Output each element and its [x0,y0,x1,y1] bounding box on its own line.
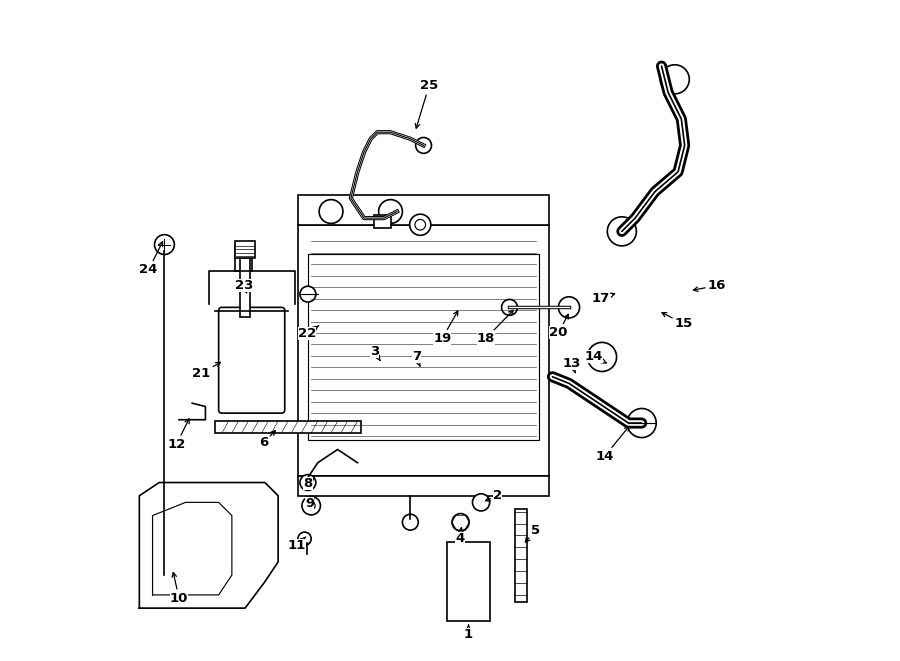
Text: 12: 12 [167,419,189,451]
Bar [446,542,490,621]
Text: 21: 21 [193,362,220,380]
Bar [374,215,391,228]
Text: 18: 18 [477,311,513,345]
Text: 5: 5 [526,524,540,542]
Text: 14: 14 [596,426,629,463]
Bar [235,241,255,258]
Text: 1: 1 [464,625,473,641]
Text: 11: 11 [288,537,306,552]
Bar [308,254,539,440]
Text: 19: 19 [433,311,458,345]
Circle shape [501,299,518,315]
Circle shape [302,496,320,515]
Text: 25: 25 [415,79,438,128]
Text: 6: 6 [259,431,275,449]
Bar [239,258,250,317]
Circle shape [300,475,316,490]
Bar [298,225,549,476]
Bar [298,476,549,496]
Circle shape [300,286,316,302]
Circle shape [298,532,311,545]
FancyBboxPatch shape [219,307,284,413]
Bar [235,245,252,271]
Circle shape [320,200,343,223]
Circle shape [410,214,431,235]
Circle shape [415,219,426,230]
Circle shape [402,514,418,530]
Circle shape [416,137,431,153]
Circle shape [588,342,617,371]
Circle shape [155,235,175,254]
Bar [298,195,549,225]
Text: 24: 24 [140,242,163,276]
Circle shape [452,514,469,531]
Text: 3: 3 [370,345,380,361]
Text: 8: 8 [303,477,314,490]
Text: 20: 20 [549,315,568,339]
Circle shape [608,217,636,246]
Circle shape [558,297,580,318]
Text: 10: 10 [170,572,188,605]
Text: 16: 16 [693,279,726,292]
Text: 15: 15 [662,313,693,330]
Text: 7: 7 [412,350,421,366]
Text: 23: 23 [235,279,253,293]
Text: 4: 4 [455,527,464,545]
Circle shape [627,408,656,438]
Text: 13: 13 [562,357,580,373]
Text: 9: 9 [305,497,314,510]
Bar [515,509,526,602]
Text: 22: 22 [298,326,319,340]
Circle shape [472,494,490,511]
Circle shape [379,200,402,223]
Text: 17: 17 [591,292,615,305]
Bar [215,421,361,433]
Circle shape [307,502,315,510]
Text: 14: 14 [585,350,607,364]
Circle shape [661,65,689,94]
Text: 2: 2 [486,489,502,502]
